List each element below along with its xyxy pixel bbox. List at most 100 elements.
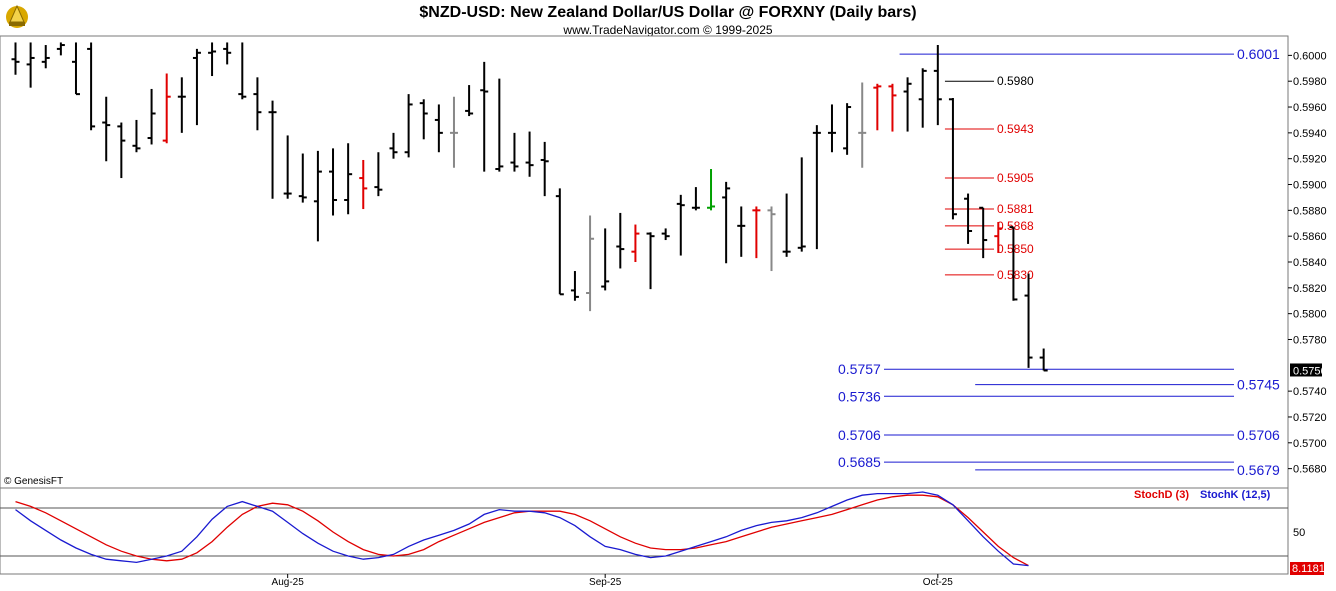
price-tick-label: 0.5860 [1293, 231, 1327, 243]
chart-title: $NZD-USD: New Zealand Dollar/US Dollar @… [419, 4, 916, 21]
ohlc-bar [495, 78, 504, 172]
ohlc-bar [132, 119, 141, 153]
date-axis: Aug-25 Sep-25 Oct-25 [272, 574, 953, 588]
price-axis: 0.6000 0.5980 0.5960 0.5940 0.5920 0.5900 0.58… [1288, 50, 1327, 476]
ohlc-bar [192, 48, 201, 126]
price-tick-label: 0.5800 [1293, 309, 1327, 321]
legend-stoch-k: StochK (12,5) [1200, 489, 1271, 501]
ohlc-bar [465, 85, 474, 117]
ohlc-bar [948, 97, 957, 220]
ohlc-bar [903, 77, 912, 132]
stoch-panel [0, 487, 1289, 575]
level-line: 0.5706 [975, 427, 1280, 443]
level-label: 0.5736 [838, 388, 881, 404]
chart-subtitle: www.TradeNavigator.com © 1999-2025 [562, 23, 772, 37]
ohlc-bar [767, 206, 776, 272]
price-panel [0, 35, 1289, 489]
ohlc-bar [722, 181, 731, 264]
level-label: 0.5905 [997, 171, 1034, 185]
price-tick-label: 0.6000 [1293, 50, 1327, 62]
ohlc-bar [661, 228, 670, 241]
legend-stoch-d: StochD (3) [1134, 489, 1189, 501]
level-label: 0.6001 [1237, 46, 1280, 62]
ohlc-bar [223, 42, 232, 65]
ohlc-bar [1039, 348, 1048, 372]
last-price-badge: 0.5756 [1290, 363, 1327, 377]
ohlc-bar [707, 169, 716, 211]
level-line: 0.5745 [975, 377, 1280, 393]
ohlc-bar [873, 83, 882, 131]
ohlc-bar [843, 103, 852, 155]
level-line: 0.5736 [838, 388, 1234, 404]
price-tick-label: 0.5960 [1293, 102, 1327, 114]
last-price-label: 0.5756 [1293, 365, 1327, 377]
level-label: 0.5706 [1237, 427, 1280, 443]
price-tick-label: 0.5840 [1293, 257, 1327, 269]
ohlc-bar [102, 96, 111, 162]
ohlc-bar [11, 42, 20, 75]
ohlc-bar [117, 122, 126, 179]
level-line: 0.5685 [838, 454, 1234, 470]
ohlc-bar [208, 42, 217, 77]
level-label: 0.5706 [838, 427, 881, 443]
ohlc-bar [933, 45, 942, 126]
price-tick-label: 0.5700 [1293, 438, 1327, 450]
ohlc-bar [601, 228, 610, 291]
level-label: 0.5757 [838, 361, 881, 377]
last-stoch-badge: 8.1181 [1290, 562, 1325, 575]
ohlc-bar [676, 194, 685, 256]
ohlc-bar [374, 152, 383, 197]
price-tick-label: 0.5920 [1293, 154, 1327, 166]
ohlc-bar [162, 73, 171, 144]
ohlc-bar [691, 187, 700, 211]
ohlc-bar [918, 68, 927, 128]
ohlc-bar [26, 42, 35, 88]
ohlc-bar [313, 150, 322, 242]
level-line: 0.5980 [944, 74, 1034, 88]
level-label: 0.5881 [997, 202, 1034, 216]
ohlc-bar [994, 221, 1003, 253]
level-label: 0.5745 [1237, 377, 1280, 393]
level-line: 0.5679 [975, 462, 1280, 478]
level-label: 0.5850 [997, 242, 1034, 256]
watermark: © GenesisFT [4, 476, 63, 487]
ohlc-bar [510, 132, 519, 172]
level-line: 0.5757 [838, 361, 1234, 377]
ohlc-bar [268, 100, 277, 199]
last-stoch-label: 8.1181 [1292, 563, 1325, 575]
price-tick-label: 0.5980 [1293, 76, 1327, 88]
level-line: 0.5850 [944, 242, 1034, 256]
level-label: 0.5943 [997, 122, 1034, 136]
ohlc-bar [964, 193, 973, 244]
ohlc-bar [858, 82, 867, 168]
ohlc-bar [570, 271, 579, 301]
stoch-tick-label: 50 [1293, 527, 1305, 539]
ohlc-bar [1024, 273, 1033, 368]
ohlc-bar [329, 148, 338, 216]
ohlc-bar [540, 141, 549, 197]
date-tick-label: Sep-25 [589, 577, 622, 588]
level-label: 0.5685 [838, 454, 881, 470]
ohlc-bar [812, 125, 821, 250]
ohlc-bar [298, 153, 307, 203]
price-tick-label: 0.5900 [1293, 180, 1327, 192]
ohlc-bar [344, 143, 353, 215]
ohlc-bar [737, 206, 746, 257]
ohlc-bar [449, 96, 458, 168]
ohlc-bar [752, 206, 761, 259]
price-tick-label: 0.5940 [1293, 128, 1327, 140]
ohlc-bar [782, 193, 791, 257]
ohlc-bar [41, 45, 50, 69]
price-tick-label: 0.5740 [1293, 386, 1327, 398]
level-line: 0.6001 [899, 46, 1280, 62]
ohlc-bar [359, 159, 368, 210]
ohlc-bar [646, 232, 655, 290]
level-lines: 0.6001 0.5980 0.5943 0.5905 0.5881 0.5868 0.58… [838, 46, 1280, 478]
stoch-d-line [15, 494, 1029, 567]
ohlc-bar [586, 215, 595, 312]
date-tick-label: Aug-25 [272, 577, 305, 588]
ohlc-bar [253, 77, 262, 131]
ohlc-bar [177, 77, 186, 133]
ohlc-bar [238, 42, 247, 100]
